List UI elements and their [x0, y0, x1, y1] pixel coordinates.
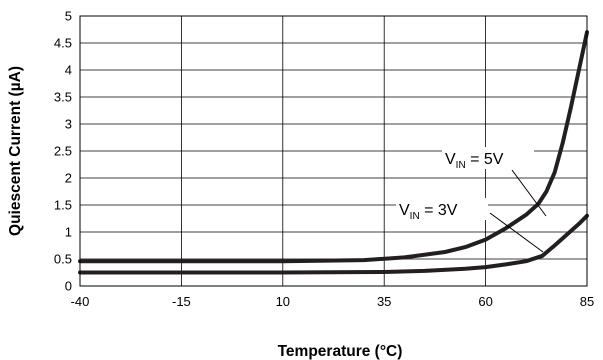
x-tick-label: 60: [478, 294, 492, 309]
x-tick-label: 10: [276, 294, 290, 309]
series-annotation-label: VIN = 3V: [399, 202, 458, 222]
plot-frame: [79, 15, 588, 287]
annotation-leader-line: [511, 169, 547, 217]
y-tick-label: 2.5: [54, 144, 72, 159]
annotation-background: [442, 147, 534, 169]
y-tick-label: 5: [65, 9, 72, 24]
y-tick-label: 1.5: [54, 198, 72, 213]
y-tick-label: 0: [65, 279, 72, 294]
y-tick-label: 0.5: [54, 252, 72, 267]
x-tick-label: 35: [377, 294, 391, 309]
series-line-0: [78, 30, 589, 264]
x-tick-label: 85: [580, 294, 594, 309]
x-tick-label: -15: [172, 294, 191, 309]
y-tick-label: 3: [65, 117, 72, 132]
y-tick-label: 2: [65, 171, 72, 186]
series-annotation-label: VIN = 5V: [445, 151, 504, 171]
annotation-background: [396, 198, 488, 220]
y-tick-label: 4: [65, 63, 72, 78]
series-line-1: [78, 213, 589, 275]
y-tick-label: 1: [65, 225, 72, 240]
y-tick-label: 3.5: [54, 90, 72, 105]
x-tick-label: -40: [71, 294, 90, 309]
y-tick-label: 4.5: [54, 36, 72, 51]
y-axis-title: Quiescent Current (µA): [7, 66, 24, 236]
x-axis-title: Temperature (°C): [278, 343, 403, 360]
tick-labels: -40 -15 10 35 60 85 0 0.5 1 1.5 2 2.5 3 3.5 4 4.5 5: [54, 9, 594, 310]
annotations: VIN = 5V VIN = 3V: [396, 147, 547, 253]
annotation-leader-line: [489, 212, 544, 253]
series-lines: [78, 30, 589, 275]
